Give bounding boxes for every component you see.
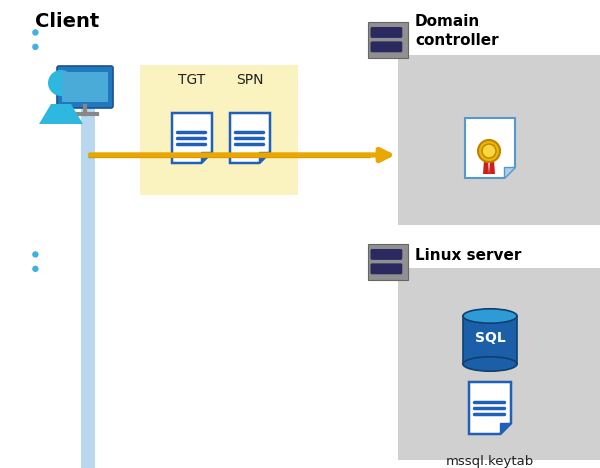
Circle shape: [48, 70, 74, 96]
Circle shape: [478, 140, 500, 162]
Polygon shape: [39, 104, 83, 124]
FancyBboxPatch shape: [57, 66, 113, 108]
FancyBboxPatch shape: [371, 263, 403, 274]
Polygon shape: [259, 152, 270, 163]
Polygon shape: [465, 118, 515, 178]
Bar: [140, 65, 298, 195]
Text: Domain
controller: Domain controller: [415, 14, 499, 48]
Circle shape: [33, 44, 38, 49]
Text: SPN: SPN: [236, 73, 264, 87]
Ellipse shape: [463, 309, 517, 323]
FancyBboxPatch shape: [62, 72, 108, 102]
Polygon shape: [368, 244, 408, 280]
Polygon shape: [469, 382, 511, 434]
FancyBboxPatch shape: [371, 41, 403, 52]
Text: TGT: TGT: [178, 73, 206, 87]
Polygon shape: [201, 152, 212, 163]
Polygon shape: [504, 167, 515, 178]
Text: mssql.keytab: mssql.keytab: [446, 455, 534, 468]
Circle shape: [33, 266, 38, 271]
Ellipse shape: [463, 357, 517, 371]
Polygon shape: [483, 160, 489, 174]
Polygon shape: [489, 160, 495, 174]
Polygon shape: [172, 113, 212, 163]
FancyBboxPatch shape: [371, 249, 403, 260]
Polygon shape: [230, 113, 270, 163]
Bar: [398, 268, 600, 460]
Circle shape: [33, 252, 38, 257]
FancyBboxPatch shape: [371, 27, 403, 38]
Text: Linux server: Linux server: [415, 248, 521, 263]
Polygon shape: [463, 316, 517, 364]
Text: SQL: SQL: [475, 331, 505, 345]
Bar: [398, 55, 600, 225]
Polygon shape: [368, 22, 408, 58]
Circle shape: [482, 144, 496, 158]
Circle shape: [33, 30, 38, 35]
Text: Client: Client: [35, 12, 99, 31]
Polygon shape: [500, 423, 511, 434]
